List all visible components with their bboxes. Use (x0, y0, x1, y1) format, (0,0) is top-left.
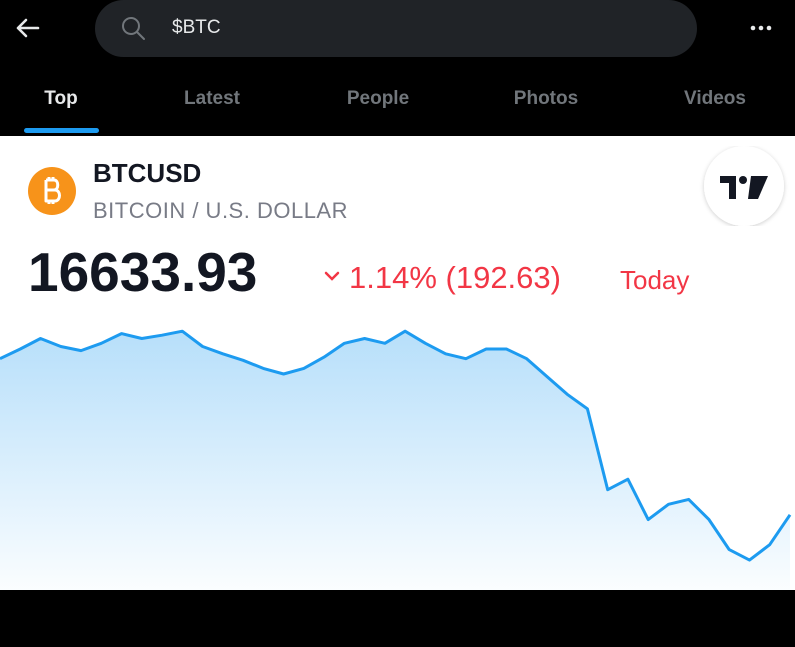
down-caret (324, 271, 340, 281)
back-button[interactable] (14, 14, 42, 42)
price-chart (0, 329, 792, 590)
price-area (0, 331, 790, 590)
tradingview-logo[interactable] (698, 146, 792, 226)
tab[interactable]: Videos (684, 88, 746, 109)
price-change: 1.14% (192.63) (349, 260, 561, 295)
change-period: Today (620, 265, 690, 295)
search-query[interactable]: $BTC (172, 17, 221, 38)
tab[interactable]: Latest (184, 88, 240, 109)
search-bar[interactable] (95, 0, 697, 57)
tab-indicator (24, 128, 99, 133)
bitcoin-icon (28, 167, 76, 215)
more-button[interactable] (748, 18, 774, 38)
search-icon (122, 17, 145, 40)
ticker-card (0, 136, 795, 590)
tab[interactable]: People (346, 88, 410, 109)
ticker-symbol: BTCUSD (93, 158, 202, 188)
price: 16633.93 (28, 241, 258, 303)
tab[interactable]: Top (44, 88, 78, 109)
price-line (0, 329, 792, 562)
tab[interactable]: Photos (513, 88, 579, 109)
ticker-name: BITCOIN / U.S. DOLLAR (93, 198, 348, 223)
tab-bar: Top Latest People Photos Videos (0, 80, 795, 136)
